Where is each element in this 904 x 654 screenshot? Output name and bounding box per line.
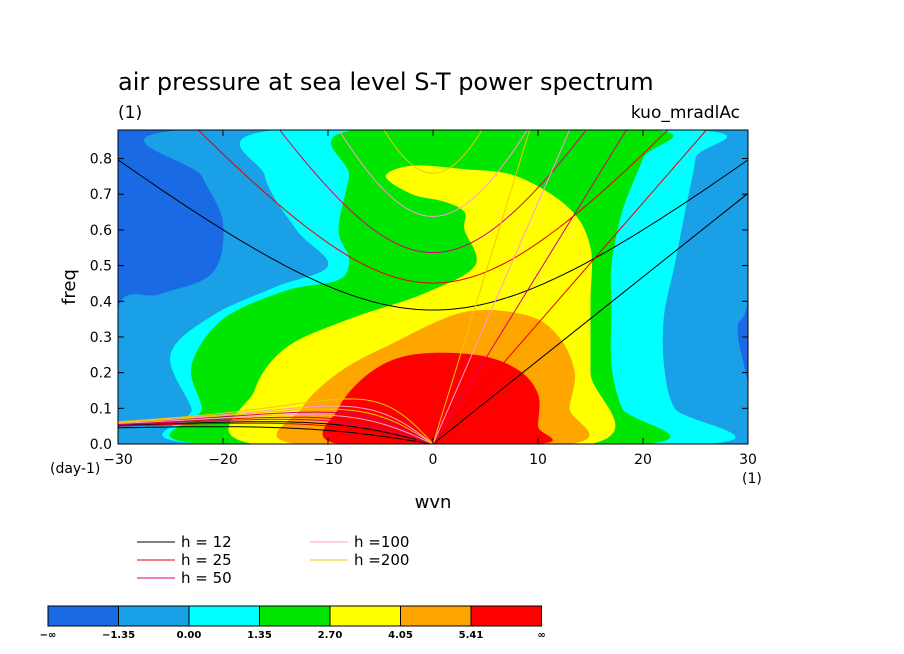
curve-h25-kelvin: [432, 130, 708, 444]
colorbar-cell: [329, 605, 401, 627]
colorbar-label: 1.35: [247, 630, 272, 641]
curve-h50-rossby-n1: [118, 411, 434, 444]
colorbar: −∞ −1.35 0.00 1.35 2.70 4.05 5.41 ∞: [40, 605, 546, 641]
legend-label: h =200: [354, 551, 409, 569]
colorbar-cell: [118, 605, 190, 627]
colorbar-cell: [259, 605, 331, 627]
y-axis-unit: (day-1): [50, 461, 100, 477]
colorbar-cell: [470, 605, 542, 627]
curve-h50-gravity-n1: [279, 130, 587, 254]
curve-h200-rossby-n1: [118, 398, 434, 444]
y-tick-label: 0.5: [90, 259, 112, 275]
chart-subtitle-left: (1): [118, 103, 142, 123]
legend-label: h =100: [354, 533, 409, 551]
x-axis-unit: (1): [742, 471, 762, 487]
colorbar-label: 5.41: [459, 630, 484, 641]
legend-label: h = 12: [181, 533, 232, 551]
colorbar-label: 0.00: [177, 630, 202, 641]
y-tick-label: 0.6: [90, 223, 112, 239]
x-tick-label: 10: [529, 452, 547, 468]
legend-label: h = 25: [181, 551, 232, 569]
colorbar-cell: [400, 605, 472, 627]
curve-h100-kelvin: [432, 130, 571, 444]
y-tick-label: 0.0: [90, 437, 112, 453]
y-tick-label: 0.1: [90, 401, 112, 417]
y-tick-label: 0.7: [90, 187, 112, 203]
chart-title: air pressure at sea level S-T power spec…: [118, 68, 654, 96]
colorbar-label: −∞: [40, 630, 57, 641]
x-tick-label: 30: [739, 452, 757, 468]
curve-h25-rossby-n1: [118, 416, 434, 444]
contour-region-level-7: [322, 352, 553, 444]
colorbar-label: 4.05: [388, 630, 413, 641]
curve-h200-gravity-n1: [383, 130, 483, 174]
curve-h200-kelvin: [432, 130, 531, 444]
y-tick-label: 0.4: [90, 294, 112, 310]
dispersion-curves-group: [118, 130, 748, 444]
curve-h12-rossby-n2: [118, 426, 434, 444]
y-axis-label: freq: [59, 269, 80, 305]
colorbar-label: ∞: [537, 630, 545, 641]
curve-h100-rossby-n2: [118, 414, 434, 444]
curve-h50-kelvin: [432, 130, 627, 444]
curve-h50-rossby-n2: [118, 418, 434, 444]
contour-fill-group: [118, 130, 748, 444]
curve-h12-rossby-n1: [118, 421, 434, 444]
x-tick-label: −20: [208, 452, 238, 468]
curve-h200-rossby-n2: [118, 408, 434, 444]
x-tick-label: −30: [103, 452, 133, 468]
curve-h12-gravity-n1: [118, 159, 748, 311]
curve-h100-gravity-n1: [338, 130, 528, 217]
curve-h12-kelvin: [432, 192, 748, 444]
x-axis-ticks: −30 −20 −10 0 10 20 30: [103, 130, 757, 468]
y-axis-ticks: 0.0 0.1 0.2 0.3 0.4 0.5 0.6 0.7 0.8: [90, 152, 748, 453]
colorbar-label: −1.35: [102, 630, 135, 641]
y-tick-label: 0.3: [90, 330, 112, 346]
x-axis-label: wvn: [415, 492, 452, 513]
y-tick-label: 0.8: [90, 152, 112, 168]
x-tick-label: −10: [313, 452, 343, 468]
curve-h25-gravity-n1: [197, 130, 669, 284]
chart-subtitle-right: kuo_mradlAc: [631, 103, 740, 123]
colorbar-cell: [188, 605, 260, 627]
colorbar-cell: [47, 605, 119, 627]
colorbar-label: 2.70: [318, 630, 343, 641]
legend-label: h = 50: [181, 569, 232, 587]
x-tick-label: 0: [429, 452, 438, 468]
curve-h25-rossby-n2: [118, 422, 434, 444]
curve-h100-rossby-n1: [118, 405, 434, 444]
y-tick-label: 0.2: [90, 366, 112, 382]
x-tick-label: 20: [634, 452, 652, 468]
